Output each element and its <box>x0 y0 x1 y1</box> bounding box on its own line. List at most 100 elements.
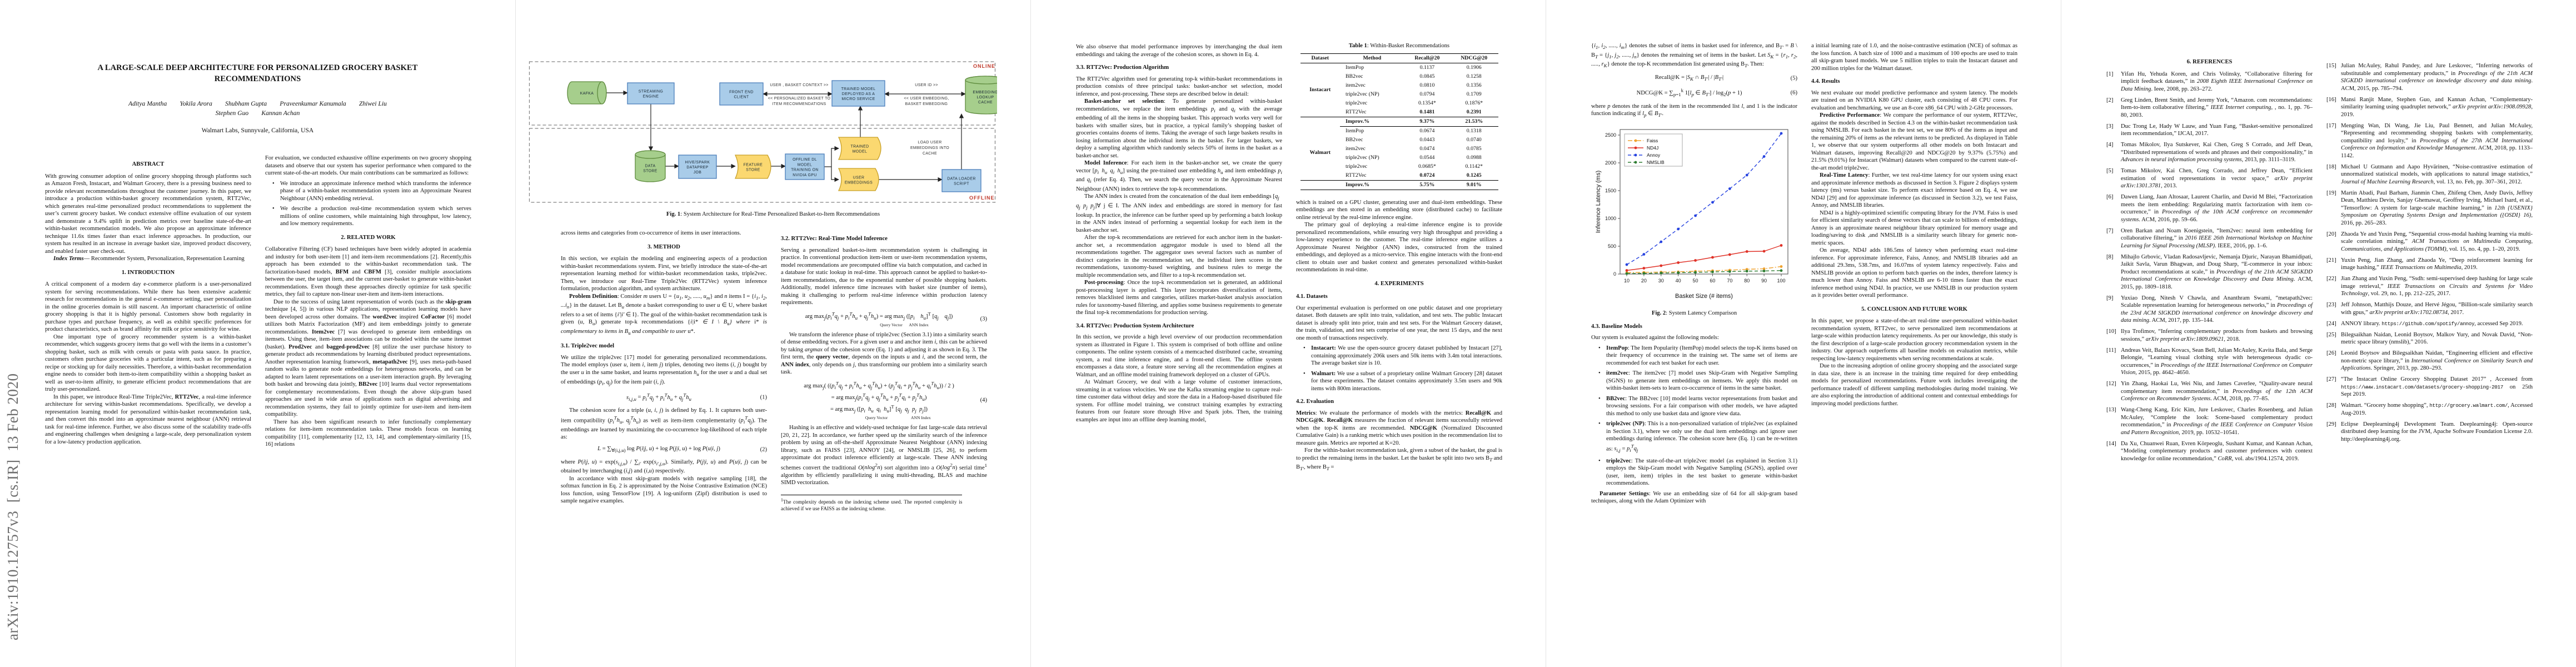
page1-right-column: For evaluation, we conducted exhaustive … <box>265 155 471 449</box>
page1-left-column: ABSTRACT With growing consumer adoption o… <box>45 155 251 446</box>
equation-body: arg maxj(piTqj + piThu + qjThu) = arg ma… <box>805 311 953 321</box>
paragraph: The cohesion score for a triple (u, i, j… <box>561 407 768 441</box>
diagram-annotation: CACHE <box>923 152 937 156</box>
reference-number: [16] <box>2326 96 2336 103</box>
reference-number: [20] <box>2326 231 2336 237</box>
bullet-icon: • <box>1598 421 1601 427</box>
reference-text: Julian McAuley, Rahul Pandey, and Jure L… <box>2341 63 2533 92</box>
page-4: {i1, i2, ....., im} denotes the subset o… <box>1546 0 2061 667</box>
equation-body: arg maxj( ((piTqj + piThu + qjThu) + (pj… <box>804 380 954 414</box>
svg-text:Annoy: Annoy <box>1647 152 1661 158</box>
paragraph: The primary goal of deploying a real-tim… <box>1296 222 1502 273</box>
paragraph: For evaluation, we conducted exhaustive … <box>265 155 471 176</box>
reference-number: [1] <box>2106 71 2114 77</box>
svg-text:NMSLIB: NMSLIB <box>1647 160 1665 165</box>
paragraph: Our experimental evaluation is performed… <box>1296 305 1502 341</box>
reference-text: Mihajlo Grbovic, Vladan Radosavljevic, N… <box>2121 253 2313 290</box>
reference-number: [12] <box>2106 381 2116 387</box>
node-trained-model <box>838 137 881 160</box>
page2-right-column: 3.2. RTT2Vec: Real-Time Model Inference S… <box>781 230 987 512</box>
diagram-annotation: ITEM RECOMMENDATIONS <box>773 102 826 106</box>
reference-number: [5] <box>2106 168 2114 174</box>
node-streaming-engine <box>627 82 675 104</box>
node-feature-store <box>734 155 771 179</box>
svg-text:40: 40 <box>1676 278 1681 283</box>
table1-improv-row: Improv.% 9.37% 21.53% <box>1300 116 1498 126</box>
subsection-heading: 3.4. RTT2Vec: Production System Architec… <box>1076 322 1194 329</box>
node-label: SCRIPT <box>954 182 969 186</box>
paragraph: Basket-anchor set selection: To generate… <box>1076 98 1283 159</box>
reference-item: [13] Wang-Cheng Kang, Eric Kim, Jure Lesk… <box>2106 406 2313 436</box>
reference-item: [4] Tomas Mikolov, Ilya Sutskever, Kai Ch… <box>2106 141 2313 164</box>
reference-text: Leonid Boytsov and Bilegsaikhan Naidan, … <box>2341 350 2533 371</box>
reference-item: [8] Mihajlo Grbovic, Vladan Radosavljevic… <box>2106 253 2313 291</box>
bullet-item: • Walmart: We use a subset of a proprieta… <box>1296 370 1502 393</box>
bullet-icon: • <box>1598 457 1601 464</box>
node-label: HIVE/SPARK <box>685 161 710 165</box>
reference-item: [26] Leonid Boytsov and Bilegsaikhan Naid… <box>2326 350 2533 372</box>
diagram-arrow <box>824 146 839 167</box>
node-label: NVIDIA GPU <box>793 173 816 177</box>
reference-text: ANNOY library. https://github.com/spotif… <box>2341 320 2523 327</box>
node-label: MICRO SERVICE <box>841 97 875 101</box>
svg-text:Basket Size (# items): Basket Size (# items) <box>1675 293 1733 300</box>
bullet-text: triple2vec: The state-of-the-art triple2… <box>1606 457 1797 487</box>
reference-number: [6] <box>2106 194 2114 200</box>
paragraph: For the within-basket recommendation tas… <box>1296 447 1502 472</box>
table1-row: triple2vec (NP) 0.0544 0.0988 <box>1345 154 1482 161</box>
system-architecture-diagram: ONLINE OFFLINE KAFKA STREAMING ENGINE FRONT E… <box>529 61 1006 203</box>
node-label: OFFLINE DL <box>793 158 817 162</box>
series-nd4j <box>1626 245 1782 271</box>
page5-left-column: 6. REFERENCES [1] Yifan Hu, Yehuda Koren, … <box>2106 52 2313 466</box>
table1-row: item2vec 0.0810 0.1356 <box>1345 82 1482 88</box>
svg-text:ND4J: ND4J <box>1647 145 1658 151</box>
series-nmslib <box>1626 270 1782 274</box>
reference-text: Martín Abadi, Paul Barham, Jianmin Chen,… <box>2341 190 2533 226</box>
reference-number: [15] <box>2326 63 2336 69</box>
reference-text: Jeff Johnson, Matthijs Douze, and Hervé … <box>2341 302 2533 316</box>
paragraph: where P(i|j, u) = exp(si,j,u) / ∑i′ exp(… <box>561 459 767 475</box>
diagram-annotation: << USER EMBEDDING, <box>904 97 949 101</box>
node-label: TRAINING ON <box>791 168 819 172</box>
node-label: FEATURE <box>744 163 763 167</box>
bullet-icon: • <box>1303 345 1306 351</box>
table1-header: Recall@20 <box>1404 53 1450 63</box>
diagram-arrow <box>831 167 839 182</box>
svg-text:20: 20 <box>1641 278 1647 283</box>
reference-number: [9] <box>2106 295 2114 301</box>
paper-authors: Aditya Mantha Yokila Arora Shubham Gupta… <box>128 100 387 117</box>
node-label: DATA LOADER <box>947 177 976 181</box>
page3-right-column: Table 1: Within-Basket Recommendations Da… <box>1296 42 1502 473</box>
paragraph: In accordance with most skip-gram models… <box>561 475 767 505</box>
reference-item: [12] Yin Zhang, Haokai Lu, Wei Niu, and J… <box>2106 380 2313 403</box>
table1-row: Walmart ItemPop 0.0674 0.1318 <box>1301 126 1498 156</box>
equation: arg maxj( ((piTqj + piThu + qjThu) + (pj… <box>781 380 987 420</box>
equation-body: NDCG@K = ∑p=1k 1[lp ∈ BT′] / log2(p + 1) <box>1636 87 1742 98</box>
reference-item: [28] Walmart. “Grocery home shopping”, ht… <box>2326 402 2533 417</box>
subsection-heading: 4.2. Evaluation <box>1296 399 1334 405</box>
node-user-embeddings <box>838 168 879 191</box>
section-heading: 5. CONCLUSION AND FUTURE WORK <box>1861 306 1967 312</box>
page-3: We also observe that model performance i… <box>1030 0 1546 667</box>
bullet-icon: • <box>1303 370 1306 377</box>
equation-number: (4) <box>980 397 987 404</box>
bullet-text: ItemPop: The Item Popularity (ItemPop) m… <box>1606 345 1797 366</box>
paragraph: Serving a personalized basket-to-item re… <box>781 247 987 306</box>
bullet-text: item2vec: The item2vec [7] model uses Sk… <box>1606 370 1797 392</box>
paragraph: A critical component of a modern day e-c… <box>45 281 251 332</box>
diagram-annotation: LOAD USER <box>918 141 941 145</box>
table1-header: Method <box>1339 53 1404 63</box>
subsection-heading: 3.1. Triple2vec model <box>561 343 615 350</box>
reference-item: [3] Duc Trong Le, Hady W Lauw, and Yuan F… <box>2106 123 2313 138</box>
paragraph: Model Inference: For each item in the ba… <box>1076 160 1283 192</box>
reference-item: [14] Da Xu, Chuanwei Ruan, Evren Körpeogl… <box>2106 440 2313 463</box>
paragraph: ND4J is a highly-optimized scientific co… <box>1811 210 2017 246</box>
zone-offline <box>529 128 996 203</box>
bullet-item: • triple2vec: The state-of-the-art triple… <box>1591 457 1797 487</box>
reference-item: [23] Jeff Johnson, Matthijs Douze, and He… <box>2326 301 2533 316</box>
reference-text: Walmart. “Grocery home shopping”, http:/… <box>2341 402 2533 416</box>
spacer <box>1296 190 1502 199</box>
reference-item: [22] Jian Zhang and Yuxin Peng, “Ssdh: se… <box>2326 275 2533 298</box>
reference-number: [3] <box>2106 123 2114 130</box>
equation-body: si,j,u = piTqj + piThu + qjThu <box>626 392 691 402</box>
